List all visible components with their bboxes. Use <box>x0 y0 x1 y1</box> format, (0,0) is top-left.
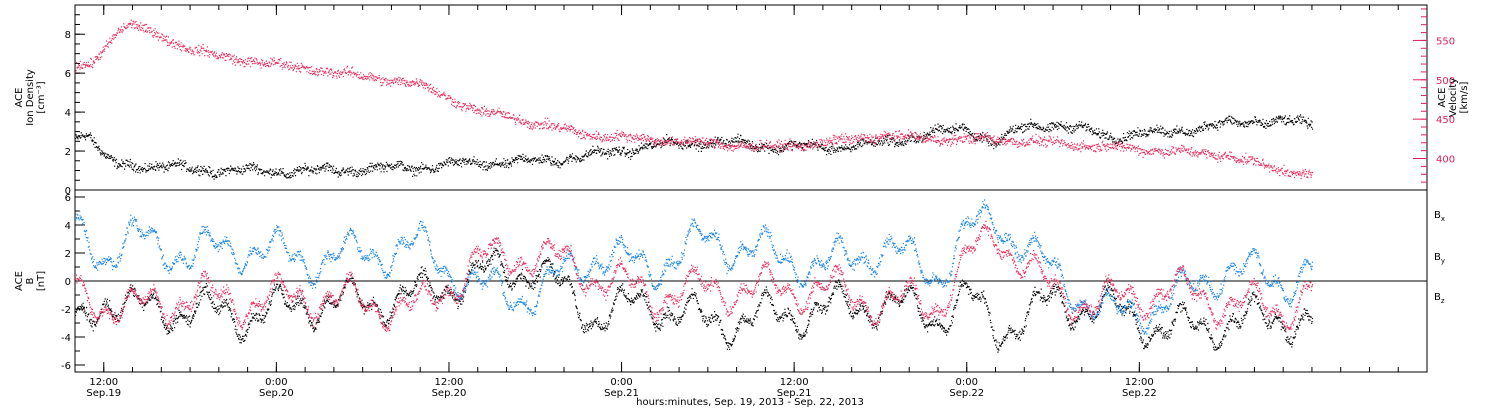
density-tick-label: 8 <box>65 30 71 41</box>
x-tick-date: Sep.21 <box>777 388 812 399</box>
b-axis-label: B <box>25 277 36 284</box>
series-bz <box>75 220 1314 333</box>
time-axis: 12:00Sep.190:00Sep.2012:00Sep.200:00Sep.… <box>74 5 1428 399</box>
velocity-axis-label: ACE <box>1437 88 1448 108</box>
top-plot-frame <box>74 4 1428 191</box>
x-tick-time: 12:00 <box>435 377 464 388</box>
x-tick-date: Sep.21 <box>604 388 639 399</box>
velocity-axis-label: Velocity <box>1448 78 1459 117</box>
b-tick-label: 4 <box>65 221 71 232</box>
density-axis-label: [cm⁻³] <box>36 81 47 113</box>
density-tick-label: 4 <box>65 108 71 119</box>
b-tick-label: -4 <box>61 333 71 344</box>
series-by <box>75 199 1314 335</box>
series-points-velocity <box>75 19 1314 180</box>
density-axis-label: Ion Density <box>25 69 36 126</box>
b-tick-label: 0 <box>65 277 71 288</box>
x-tick-time: 12:00 <box>780 377 809 388</box>
velocity-tick-label: 450 <box>1436 115 1455 126</box>
density-tick-label: 6 <box>65 69 71 80</box>
b-tick-label: -6 <box>61 361 71 372</box>
b-axis-label: [nT] <box>36 271 47 291</box>
x-tick-date: Sep.20 <box>432 388 467 399</box>
x-axis-title: hours:minutes, Sep. 19, 2013 - Sep. 22, … <box>636 397 864 408</box>
legend-bx: Bx <box>1434 210 1445 223</box>
series-points-by <box>75 199 1314 335</box>
x-tick-time: 12:00 <box>89 377 118 388</box>
magnetic-field-panel: -6 -4 -2 0 2 4 6 ACE B [nT] Bx By Bz <box>14 189 1445 373</box>
density-tick-label: 0 <box>65 186 71 197</box>
legend-bz: Bz <box>1434 292 1445 305</box>
b-axis-label: ACE <box>14 271 25 291</box>
x-tick-time: 12:00 <box>1125 377 1154 388</box>
series-velocity <box>75 19 1314 180</box>
velocity-tick-label: 550 <box>1436 36 1455 47</box>
b-tick-label: 6 <box>65 193 71 204</box>
x-tick-date: Sep.22 <box>1122 388 1157 399</box>
velocity-tick-label: 400 <box>1436 155 1455 166</box>
velocity-tick-label: 500 <box>1436 76 1455 87</box>
b-tick-label: -2 <box>61 305 71 316</box>
x-tick-time: 0:00 <box>265 377 287 388</box>
series-points-bz <box>75 220 1314 333</box>
x-tick-date: Sep.19 <box>86 388 121 399</box>
velocity-axis-label: [km/s] <box>1459 81 1470 113</box>
b-tick-label: 2 <box>65 249 71 260</box>
x-tick-date: Sep.22 <box>949 388 984 399</box>
legend-by: By <box>1434 252 1445 265</box>
x-tick-time: 0:00 <box>610 377 632 388</box>
x-tick-time: 0:00 <box>956 377 978 388</box>
x-tick-date: Sep.20 <box>259 388 294 399</box>
density-axis-label: ACE <box>14 88 25 108</box>
density-tick-label: 2 <box>65 147 71 158</box>
